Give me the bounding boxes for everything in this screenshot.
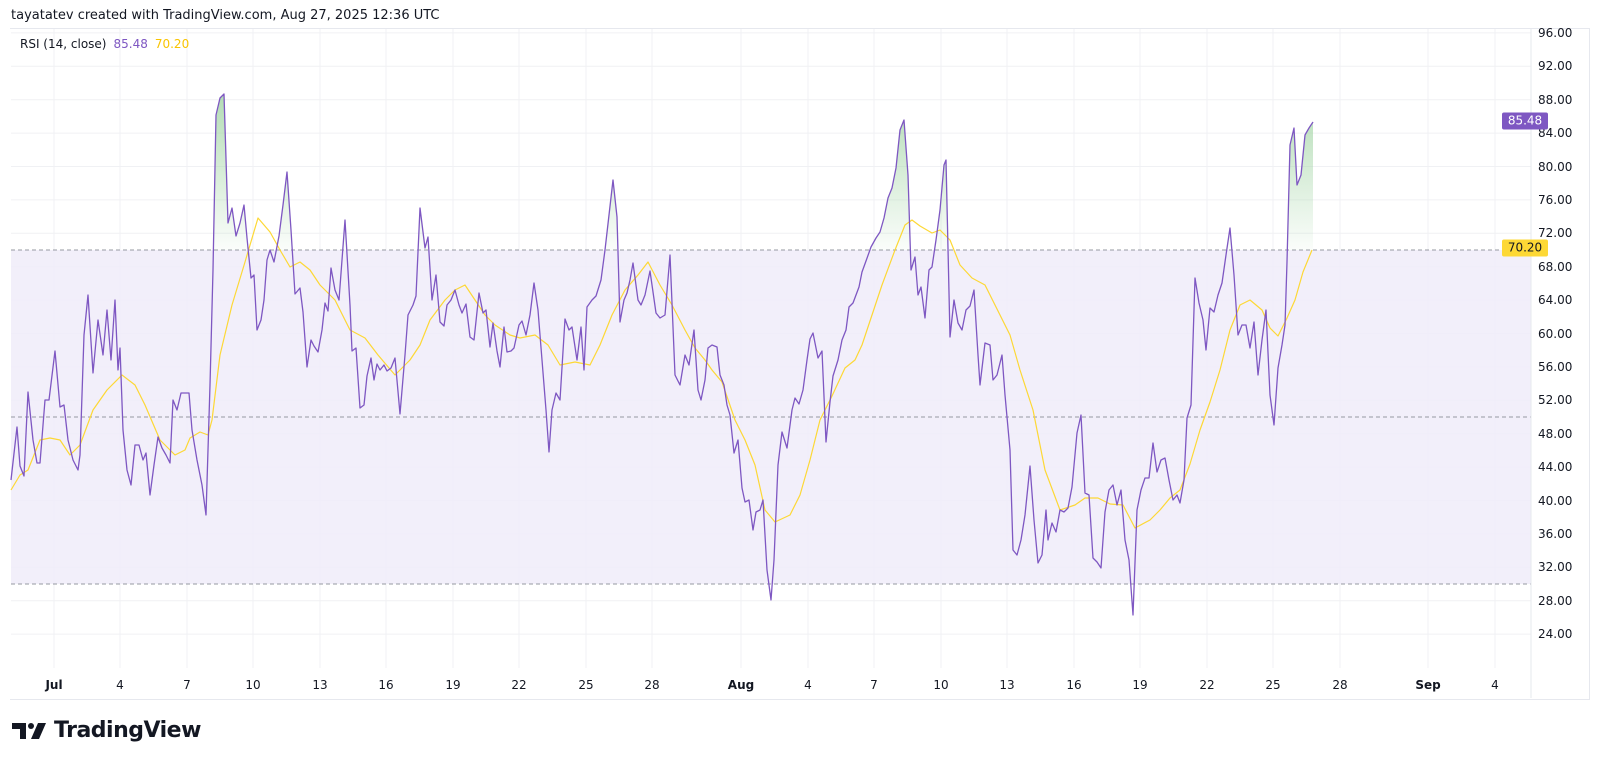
x-tick-label: Sep bbox=[1415, 678, 1441, 692]
rsi-value: 85.48 bbox=[113, 37, 148, 51]
x-tick-label: 25 bbox=[578, 678, 594, 692]
y-tick-label: 96.00 bbox=[1538, 25, 1573, 40]
y-tick-label: 52.00 bbox=[1538, 393, 1573, 408]
y-tick-label: 88.00 bbox=[1538, 92, 1573, 107]
rsi-last-value-badge: 85.48 bbox=[1502, 112, 1548, 130]
x-tick-label: 13 bbox=[312, 678, 328, 692]
x-tick-label: 4 bbox=[1491, 678, 1499, 692]
y-tick-label: 48.00 bbox=[1538, 426, 1573, 441]
tradingview-logo-icon bbox=[12, 722, 46, 739]
x-tick-label: 4 bbox=[804, 678, 812, 692]
x-tick-label: 19 bbox=[445, 678, 461, 692]
logo-text: TradingView bbox=[54, 718, 201, 743]
x-tick-label: 22 bbox=[511, 678, 527, 692]
y-tick-label: 36.00 bbox=[1538, 526, 1573, 541]
x-tick-label: 16 bbox=[1066, 678, 1082, 692]
rsi-ma-value: 70.20 bbox=[154, 37, 190, 51]
x-tick-label: 7 bbox=[183, 678, 191, 692]
x-tick-label: Jul bbox=[45, 678, 63, 692]
x-tick-label: 25 bbox=[1265, 678, 1281, 692]
y-tick-label: 44.00 bbox=[1538, 460, 1573, 475]
y-tick-label: 92.00 bbox=[1538, 59, 1573, 74]
indicator-name: RSI (14, close) bbox=[20, 37, 107, 51]
rsi-ma-last-value-badge: 70.20 bbox=[1502, 239, 1548, 257]
y-tick-label: 56.00 bbox=[1538, 359, 1573, 374]
x-tick-label: 7 bbox=[870, 678, 878, 692]
x-tick-label: Aug bbox=[727, 678, 755, 692]
y-tick-label: 76.00 bbox=[1538, 192, 1573, 207]
x-tick-label: 28 bbox=[1332, 678, 1348, 692]
y-tick-label: 32.00 bbox=[1538, 560, 1573, 575]
y-tick-label: 24.00 bbox=[1538, 627, 1573, 642]
y-tick-label: 68.00 bbox=[1538, 259, 1573, 274]
x-tick-label: 10 bbox=[933, 678, 949, 692]
y-tick-label: 80.00 bbox=[1538, 159, 1573, 174]
x-tick-label: 16 bbox=[378, 678, 394, 692]
chart-frame bbox=[10, 28, 1590, 700]
indicator-legend[interactable]: RSI (14, close) 85.48 70.20 bbox=[20, 37, 189, 51]
y-tick-label: 28.00 bbox=[1538, 593, 1573, 608]
x-tick-label: 19 bbox=[1132, 678, 1148, 692]
y-tick-label: 84.00 bbox=[1538, 126, 1573, 141]
rsi-line bbox=[10, 93, 1314, 616]
y-tick-label: 72.00 bbox=[1538, 226, 1573, 241]
y-tick-label: 64.00 bbox=[1538, 293, 1573, 308]
x-tick-label: 28 bbox=[644, 678, 660, 692]
x-tick-label: 13 bbox=[999, 678, 1015, 692]
x-tick-label: 4 bbox=[116, 678, 124, 692]
x-tick-label: 22 bbox=[1199, 678, 1215, 692]
x-tick-label: 10 bbox=[245, 678, 261, 692]
tradingview-logo[interactable]: TradingView bbox=[12, 718, 201, 743]
attribution-text: tayatatev created with TradingView.com, … bbox=[11, 8, 440, 23]
y-tick-label: 40.00 bbox=[1538, 493, 1573, 508]
y-tick-label: 60.00 bbox=[1538, 326, 1573, 341]
